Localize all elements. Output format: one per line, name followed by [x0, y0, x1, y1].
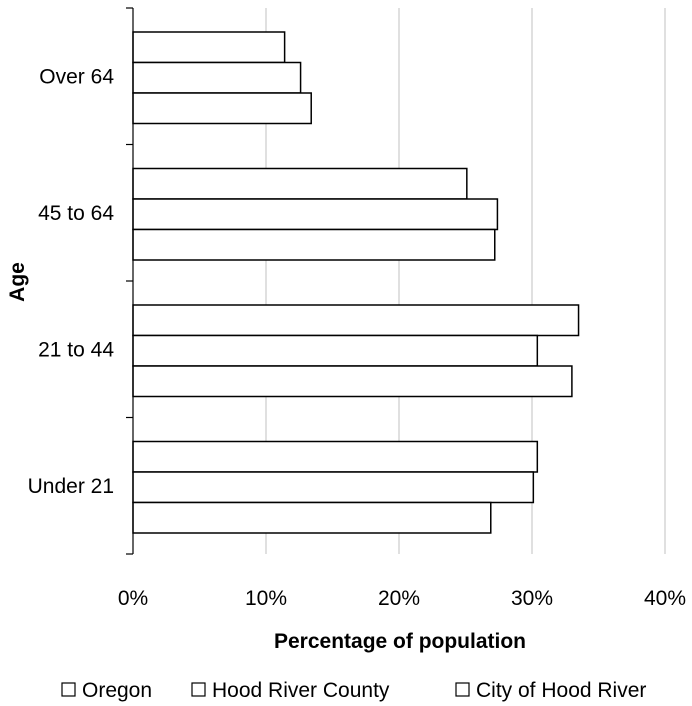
bar-oregon [132, 31, 286, 64]
legend-item: City of Hood River [455, 679, 646, 702]
bar-hood-river-county [132, 61, 302, 94]
tick-labels: 0% 10% 20% 30% 40% [118, 587, 686, 610]
bar-hood-river-county [132, 334, 539, 367]
legend-label: Hood River County [212, 679, 390, 702]
x-tick-label: 40% [644, 587, 686, 610]
bar-hood-river-county [132, 471, 535, 504]
bar-city-of-hood-river [132, 228, 496, 261]
legend-swatch [191, 682, 206, 697]
bar-city-of-hood-river [132, 92, 312, 125]
category-labels: Over 64 45 to 64 21 to 44 Under 21 [28, 65, 115, 498]
bar-city-of-hood-river [132, 365, 573, 398]
bar-city-of-hood-river [132, 501, 492, 534]
legend-item: Oregon [61, 679, 152, 702]
x-axis-title: Percentage of population [274, 630, 526, 653]
x-tick-label: 20% [378, 587, 420, 610]
category-label: 45 to 64 [38, 202, 114, 225]
legend-label: City of Hood River [476, 679, 646, 702]
bar-hood-river-county [132, 198, 499, 231]
category-label: Over 64 [39, 65, 114, 88]
legend-item: Hood River County [191, 679, 390, 702]
bar-oregon [132, 167, 468, 200]
bar-oregon [132, 304, 580, 337]
legend-label: Oregon [82, 679, 152, 702]
legend-swatch [61, 682, 76, 697]
y-axis-title: Age [6, 262, 29, 302]
legend: Oregon Hood River County City of Hood Rive… [61, 679, 646, 702]
category-label: 21 to 44 [38, 338, 114, 361]
legend-swatch [455, 682, 470, 697]
bar-oregon [132, 440, 539, 473]
axes [126, 7, 134, 555]
category-label: Under 21 [28, 475, 114, 498]
x-tick-label: 0% [118, 587, 148, 610]
x-tick-label: 30% [511, 587, 553, 610]
bars [132, 31, 580, 534]
x-tick-label: 10% [245, 587, 287, 610]
